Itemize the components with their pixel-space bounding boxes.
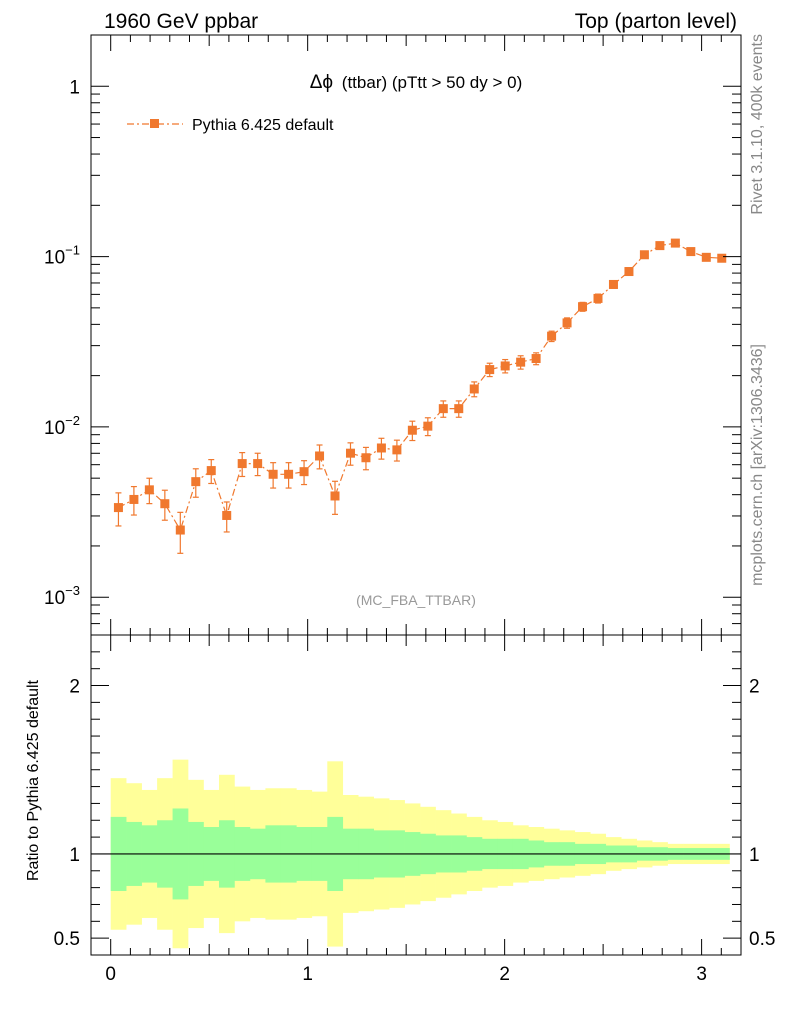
ratio-y-tick-label: 2	[69, 677, 80, 698]
data-point	[315, 451, 325, 461]
data-point	[129, 494, 139, 504]
data-point	[268, 469, 278, 479]
y-tick-label: 1	[69, 77, 80, 98]
y-tick-label: 10−2	[44, 413, 80, 439]
ratio-y-tick-label: 1	[69, 845, 80, 866]
data-point	[608, 279, 618, 289]
plot-title: Δϕ (ttbar) (pTtt > 50 dy > 0)	[310, 72, 523, 93]
data-point	[299, 467, 309, 477]
data-point	[345, 448, 355, 458]
x-tick-label: 0	[105, 964, 116, 985]
x-tick-label: 3	[696, 964, 707, 985]
y-tick-label: 10−1	[44, 243, 80, 269]
data-point	[547, 331, 557, 341]
ratio-y-tick-label-right: 0.5	[749, 929, 775, 950]
legend-label: Pythia 6.425 default	[192, 117, 334, 134]
data-point	[253, 459, 263, 469]
data-point	[516, 357, 526, 367]
data-point	[639, 250, 649, 260]
main-frame	[90, 34, 742, 636]
data-point	[562, 318, 572, 328]
plot-title-rest: (ttbar) (pTtt > 50 dy > 0)	[342, 73, 522, 92]
data-point	[624, 267, 634, 277]
series-line	[118, 242, 722, 532]
data-point	[330, 491, 340, 501]
data-point	[701, 252, 711, 262]
data-point	[655, 241, 665, 251]
data-point	[191, 477, 201, 487]
data-point	[284, 469, 294, 479]
data-point	[531, 354, 541, 364]
data-point	[237, 459, 247, 469]
ratio-panel: 0 1 2 3 0.5 1 2 0.5 1 2	[54, 634, 775, 985]
data-point	[454, 404, 464, 414]
data-point	[578, 302, 588, 312]
process-label: Top (parton level)	[575, 10, 737, 33]
data-point	[593, 293, 603, 303]
data-point	[469, 384, 479, 394]
data-point	[717, 253, 727, 263]
analysis-label: (MC_FBA_TTBAR)	[356, 592, 476, 608]
data-point	[160, 499, 170, 509]
delta-phi-symbol: Δϕ	[310, 72, 333, 93]
data-point	[206, 466, 216, 476]
y-tick-label: 10−3	[44, 583, 80, 609]
rivet-label: Rivet 3.1.10, 400k events	[749, 34, 766, 215]
data-point	[423, 421, 433, 431]
data-point	[670, 238, 680, 248]
ratio-frame	[90, 634, 742, 956]
legend-marker	[150, 119, 159, 128]
data-point	[361, 453, 371, 463]
data-point	[113, 503, 123, 513]
ratio-y-tick-label-right: 1	[749, 845, 760, 866]
legend: Pythia 6.425 default	[127, 117, 334, 134]
data-point	[376, 443, 386, 453]
data-point	[222, 510, 232, 520]
data-point	[485, 365, 495, 375]
main-panel: 10−3 10−2 10−1 1	[44, 34, 742, 636]
data-point	[407, 425, 417, 435]
data-point	[438, 404, 448, 414]
ratio-y-tick-label: 0.5	[54, 929, 80, 950]
data-point	[175, 525, 185, 535]
energy-label: 1960 GeV ppbar	[104, 10, 258, 33]
mcplots-label: mcplots.cern.ch [arXiv:1306.3436]	[749, 344, 766, 586]
ratio-ylabel: Ratio to Pythia 6.425 default	[25, 679, 42, 881]
data-point	[144, 485, 154, 495]
x-tick-label: 1	[302, 964, 313, 985]
data-point	[392, 445, 402, 455]
x-tick-label: 2	[499, 964, 510, 985]
data-point	[686, 247, 696, 257]
ratio-y-tick-label-right: 2	[749, 677, 760, 698]
data-point	[500, 361, 510, 371]
